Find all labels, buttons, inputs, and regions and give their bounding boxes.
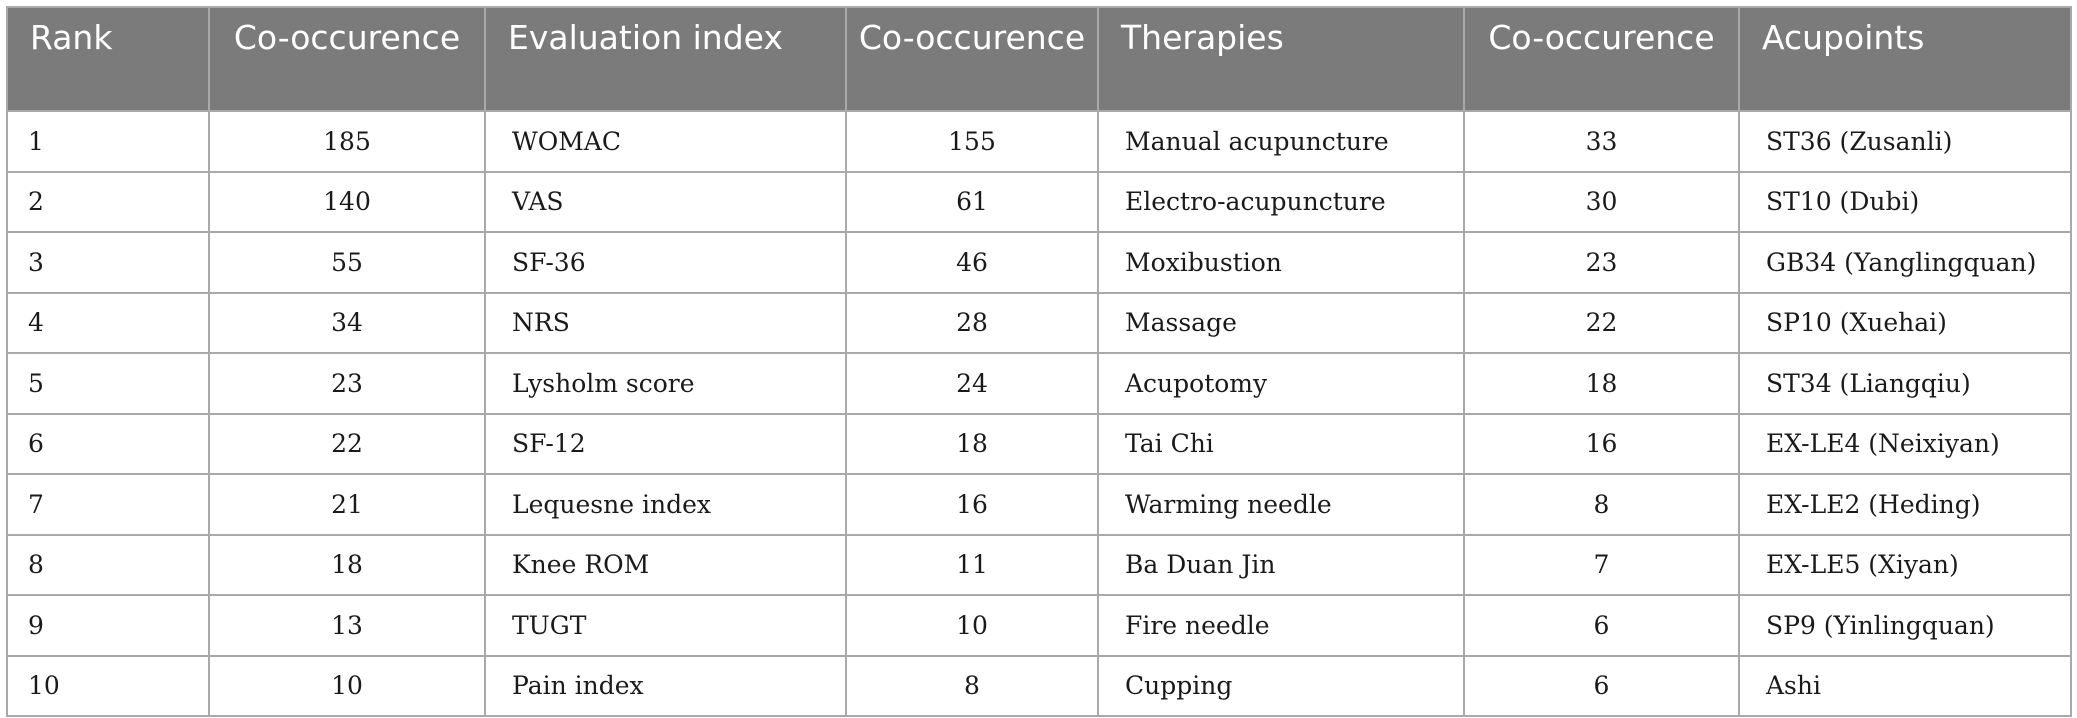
co-occurence-cell: 23 xyxy=(1463,231,1740,294)
data-table: Rank Co-occurence Evaluation index Co-oc… xyxy=(6,6,2072,717)
table-row: 2 140 VAS 61 Electro-acupuncture 30 ST10… xyxy=(6,170,2072,233)
therapies-cell: Fire needle xyxy=(1097,594,1465,657)
rank-cell: 9 xyxy=(6,594,210,657)
rank-cell: 5 xyxy=(6,352,210,415)
evaluation-index-cell: SF-36 xyxy=(484,231,847,294)
co-occurence-cell: 13 xyxy=(208,594,486,657)
rank-cell: 8 xyxy=(6,533,210,596)
evaluation-index-cell: WOMAC xyxy=(484,110,847,173)
table-row: 9 13 TUGT 10 Fire needle 6 SP9 (Yinlingq… xyxy=(6,594,2072,657)
header-rank: Rank xyxy=(6,6,210,112)
therapies-cell: Tai Chi xyxy=(1097,412,1465,475)
table-row: 4 34 NRS 28 Massage 22 SP10 (Xuehai) xyxy=(6,291,2072,354)
header-therapies: Therapies xyxy=(1097,6,1465,112)
therapies-cell: Massage xyxy=(1097,291,1465,354)
co-occurence-cell: 21 xyxy=(208,473,486,536)
co-occurence-cell: 18 xyxy=(208,533,486,596)
header-acupoints: Acupoints xyxy=(1738,6,2072,112)
header-row: Rank Co-occurence Evaluation index Co-oc… xyxy=(6,6,2072,112)
co-occurence-cell: 6 xyxy=(1463,654,1740,717)
acupoints-cell: EX-LE5 (Xiyan) xyxy=(1738,533,2072,596)
therapies-cell: Ba Duan Jin xyxy=(1097,533,1465,596)
co-occurence-cell: 10 xyxy=(845,594,1099,657)
evaluation-index-cell: Pain index xyxy=(484,654,847,717)
co-occurence-cell: 8 xyxy=(1463,473,1740,536)
evaluation-index-cell: VAS xyxy=(484,170,847,233)
table-row: 3 55 SF-36 46 Moxibustion 23 GB34 (Yangl… xyxy=(6,231,2072,294)
evaluation-index-cell: NRS xyxy=(484,291,847,354)
header-co-occurence-1: Co-occurence xyxy=(208,6,486,112)
acupoints-cell: SP9 (Yinlingquan) xyxy=(1738,594,2072,657)
co-occurence-cell: 61 xyxy=(845,170,1099,233)
co-occurence-cell: 24 xyxy=(845,352,1099,415)
table-row: 6 22 SF-12 18 Tai Chi 16 EX-LE4 (Neixiya… xyxy=(6,412,2072,475)
co-occurence-cell: 18 xyxy=(845,412,1099,475)
therapies-cell: Cupping xyxy=(1097,654,1465,717)
rank-cell: 3 xyxy=(6,231,210,294)
co-occurence-cell: 28 xyxy=(845,291,1099,354)
acupoints-cell: ST36 (Zusanli) xyxy=(1738,110,2072,173)
therapies-cell: Manual acupuncture xyxy=(1097,110,1465,173)
rank-cell: 7 xyxy=(6,473,210,536)
acupoints-cell: ST10 (Dubi) xyxy=(1738,170,2072,233)
acupoints-cell: EX-LE4 (Neixiyan) xyxy=(1738,412,2072,475)
header-evaluation-index: Evaluation index xyxy=(484,6,847,112)
co-occurence-cell: 8 xyxy=(845,654,1099,717)
therapies-cell: Electro-acupuncture xyxy=(1097,170,1465,233)
co-occurence-cell: 16 xyxy=(845,473,1099,536)
co-occurence-cell: 33 xyxy=(1463,110,1740,173)
evaluation-index-cell: Lequesne index xyxy=(484,473,847,536)
acupoints-cell: EX-LE2 (Heding) xyxy=(1738,473,2072,536)
co-occurence-cell: 55 xyxy=(208,231,486,294)
rank-cell: 4 xyxy=(6,291,210,354)
co-occurence-cell: 30 xyxy=(1463,170,1740,233)
co-occurence-cell: 140 xyxy=(208,170,486,233)
evaluation-index-cell: SF-12 xyxy=(484,412,847,475)
header-co-occurence-3: Co-occurence xyxy=(1463,6,1740,112)
table-row: 7 21 Lequesne index 16 Warming needle 8 … xyxy=(6,473,2072,536)
therapies-cell: Moxibustion xyxy=(1097,231,1465,294)
co-occurence-cell: 46 xyxy=(845,231,1099,294)
therapies-cell: Acupotomy xyxy=(1097,352,1465,415)
co-occurence-cell: 10 xyxy=(208,654,486,717)
co-occurence-cell: 6 xyxy=(1463,594,1740,657)
co-occurence-cell: 34 xyxy=(208,291,486,354)
co-occurence-cell: 7 xyxy=(1463,533,1740,596)
co-occurence-cell: 23 xyxy=(208,352,486,415)
therapies-cell: Warming needle xyxy=(1097,473,1465,536)
co-occurence-cell: 11 xyxy=(845,533,1099,596)
acupoints-cell: SP10 (Xuehai) xyxy=(1738,291,2072,354)
acupoints-cell: Ashi xyxy=(1738,654,2072,717)
table-row: 1 185 WOMAC 155 Manual acupuncture 33 ST… xyxy=(6,110,2072,173)
co-occurence-cell: 22 xyxy=(208,412,486,475)
evaluation-index-cell: Lysholm score xyxy=(484,352,847,415)
evaluation-index-cell: Knee ROM xyxy=(484,533,847,596)
co-occurence-cell: 16 xyxy=(1463,412,1740,475)
acupoints-cell: GB34 (Yanglingquan) xyxy=(1738,231,2072,294)
evaluation-index-cell: TUGT xyxy=(484,594,847,657)
rank-cell: 2 xyxy=(6,170,210,233)
table-row: 10 10 Pain index 8 Cupping 6 Ashi xyxy=(6,654,2072,717)
table-row: 5 23 Lysholm score 24 Acupotomy 18 ST34 … xyxy=(6,352,2072,415)
table-row: 8 18 Knee ROM 11 Ba Duan Jin 7 EX-LE5 (X… xyxy=(6,533,2072,596)
co-occurence-cell: 22 xyxy=(1463,291,1740,354)
rank-cell: 6 xyxy=(6,412,210,475)
rank-cell: 1 xyxy=(6,110,210,173)
header-co-occurence-2: Co-occurence xyxy=(845,6,1099,112)
acupoints-cell: ST34 (Liangqiu) xyxy=(1738,352,2072,415)
co-occurence-cell: 155 xyxy=(845,110,1099,173)
co-occurence-cell: 18 xyxy=(1463,352,1740,415)
rank-cell: 10 xyxy=(6,654,210,717)
co-occurence-cell: 185 xyxy=(208,110,486,173)
